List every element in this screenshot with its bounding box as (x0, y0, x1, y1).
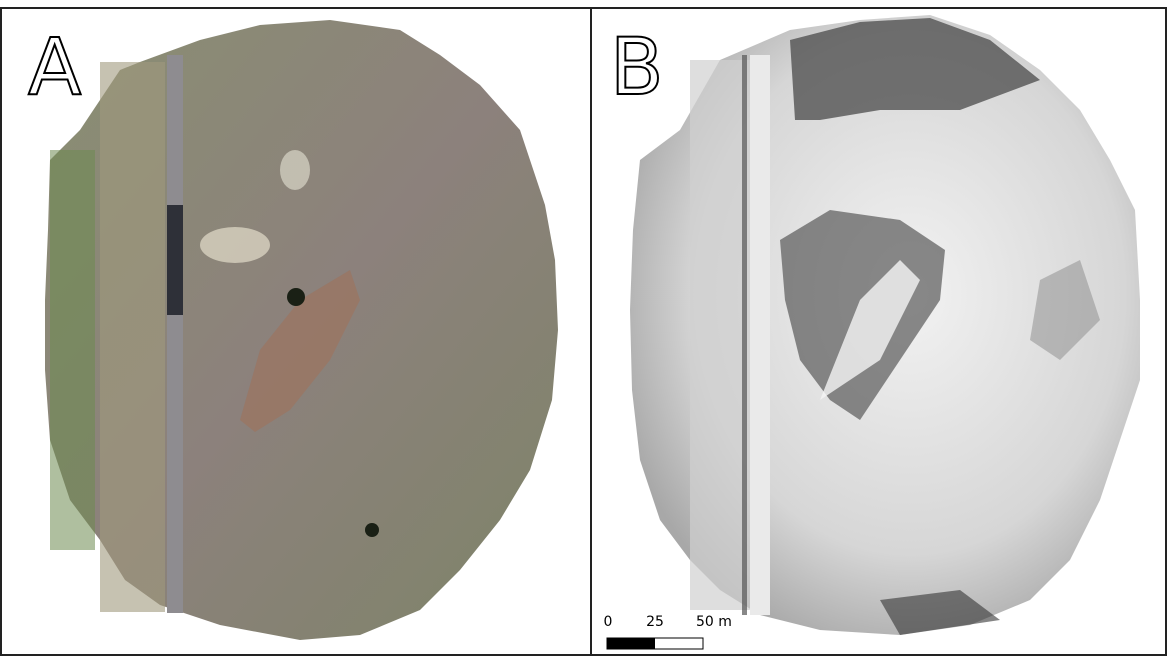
scale-bar-segment (607, 638, 655, 649)
field-strip (690, 60, 750, 610)
bare-patch (280, 150, 310, 190)
scale-label: 0 (604, 614, 613, 630)
road (750, 55, 770, 615)
figure: A B 0 25 50 m (0, 0, 1167, 656)
scale-label: 50 m (696, 614, 732, 630)
bare-patch (200, 227, 270, 263)
scale-label: 25 (646, 614, 664, 630)
road (167, 55, 183, 613)
panel-label: A (28, 23, 81, 113)
tree (365, 523, 379, 537)
road-wet (167, 205, 183, 315)
grass (50, 150, 95, 550)
field-strip (100, 62, 165, 612)
road-edge (742, 55, 747, 615)
panel-label: B (610, 23, 664, 113)
tree (287, 288, 305, 306)
